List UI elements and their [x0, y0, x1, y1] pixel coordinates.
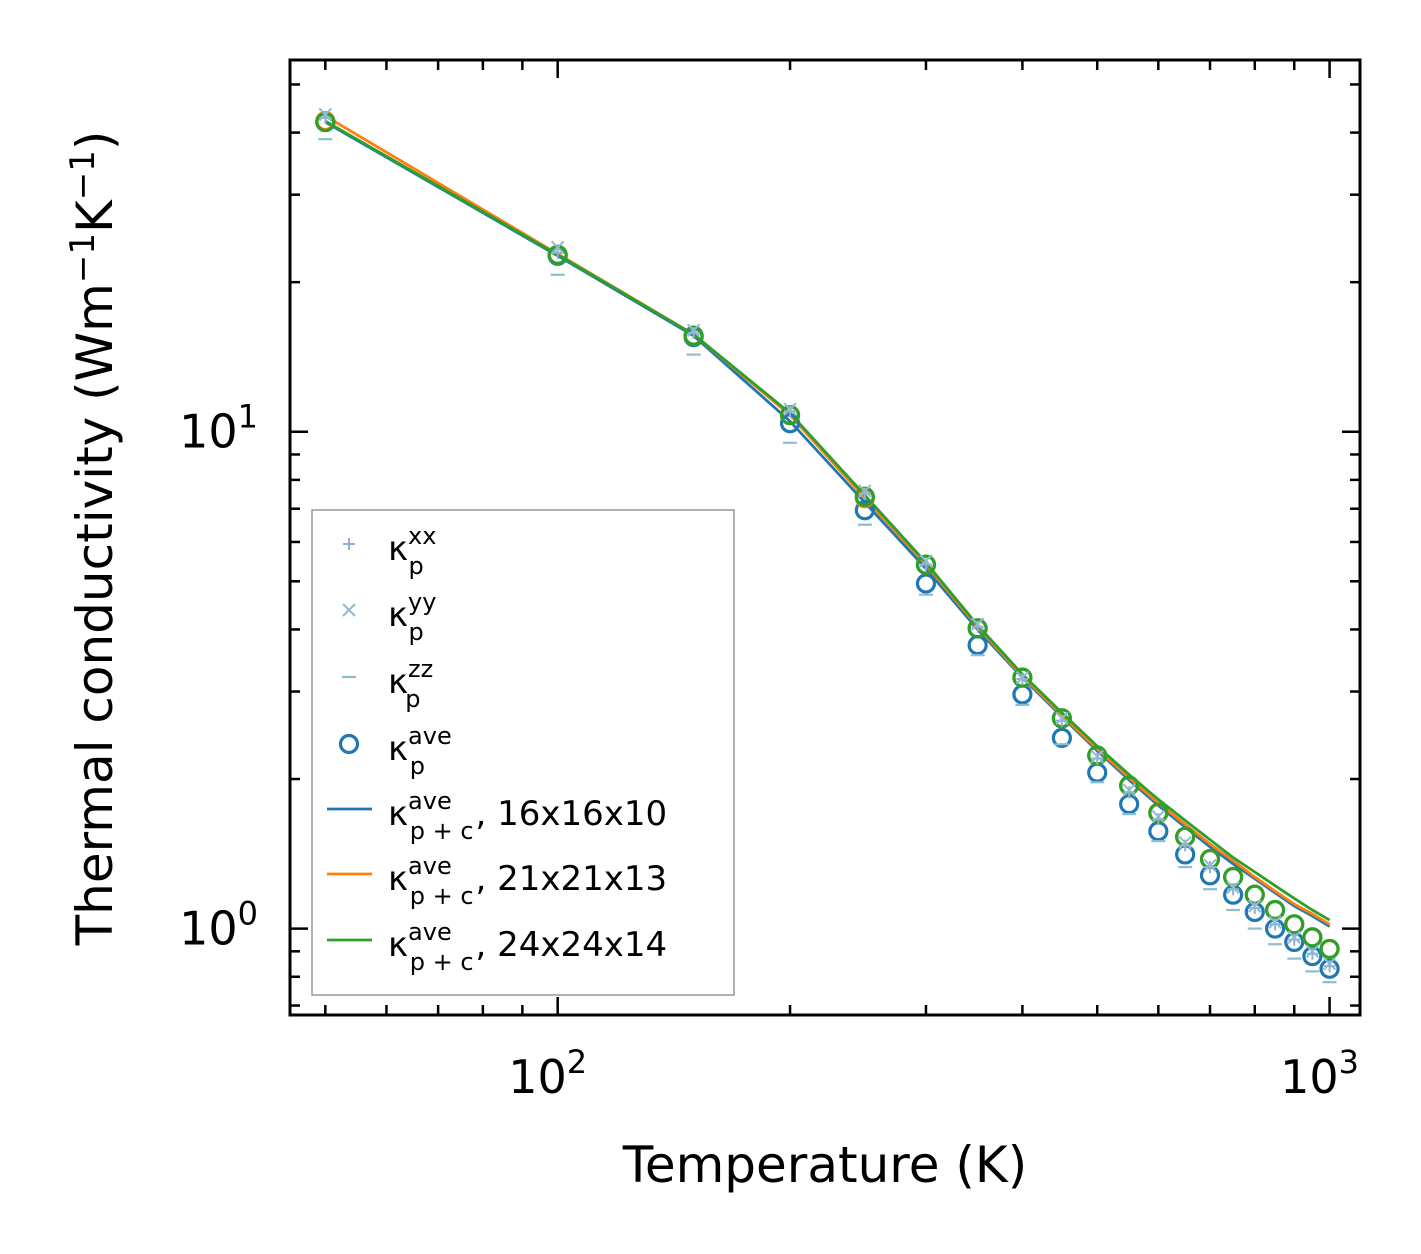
data-point-kp_yy [1305, 944, 1320, 959]
data-point-kp_ave_24 [1223, 866, 1244, 888]
x-axis-label: Temperature (K) [622, 1136, 1027, 1194]
y-axis-label: Thermal conductivity (Wm−1K−1) [63, 131, 124, 947]
series-lines [324, 114, 1331, 928]
data-point-kp_ave_16 [915, 573, 937, 594]
plot-frame [288, 58, 1362, 1017]
data-point-kp_yy [919, 554, 933, 568]
data-point-kp_yy [1287, 930, 1301, 945]
legend-handle-kp_xx [343, 538, 355, 550]
y-axis-label-sup2: −1 [63, 150, 103, 200]
data-point-kp_xx [1288, 933, 1301, 946]
data-point-kp_xx [1152, 813, 1165, 826]
data-point-kp_ave_24 [1284, 914, 1305, 935]
data-point-kp_xx [784, 405, 797, 418]
data-point-kp_yy [1226, 880, 1240, 895]
data-point-kp_yy [686, 323, 701, 338]
data-point-kp_xx [1123, 786, 1136, 799]
legend-label-kpc_21: κave p + c, 21x21x13 [388, 852, 667, 910]
x-tick-label: 102 [508, 1043, 587, 1104]
axis-ticks [290, 60, 1360, 1015]
legend: κxx p κyy p κzz p κave p κave p + c, 16x16x10 κave… [311, 509, 735, 996]
data-point-kp_yy [783, 402, 797, 416]
data-point-kp_yy [318, 107, 333, 122]
data-point-kp_ave_16 [1087, 762, 1108, 783]
data-point-kp_yy [1122, 783, 1136, 797]
data-point-kp_xx [551, 246, 564, 259]
data-point-kp_yy [1178, 835, 1192, 850]
data-point-kp_ave_24 [915, 554, 937, 575]
series-markers [315, 107, 1340, 984]
legend-label-kp_zz: κzz p [388, 655, 433, 713]
legend-handle-kp_yy [342, 603, 356, 617]
series-line-kpc_21 [324, 114, 1331, 926]
legend-label-kp_ave_16: κave p [388, 722, 452, 780]
data-point-kp_ave_24 [1319, 938, 1340, 960]
y-axis-label-main: Thermal conductivity (Wm [66, 283, 124, 946]
y-tick-label: 100 [179, 895, 258, 956]
data-point-kp_yy [1322, 956, 1337, 971]
series-line-kpc_24 [324, 119, 1331, 922]
data-point-kp_ave_16 [1302, 946, 1323, 967]
data-point-kp_yy [1055, 711, 1069, 726]
data-point-kp_yy [1203, 858, 1217, 873]
legend-handle-kp_ave_16 [338, 733, 360, 755]
data-point-kp_yy [1268, 915, 1282, 929]
data-point-kp_xx [1306, 947, 1319, 960]
y-axis-label-end: ) [66, 131, 124, 151]
data-point-kp_ave_24 [1012, 667, 1033, 688]
data-point-kp_ave_24 [967, 618, 988, 639]
data-point-kp_ave_16 [1051, 727, 1072, 748]
data-point-kp_yy [1151, 809, 1166, 824]
data-point-kp_xx [1091, 752, 1104, 765]
data-point-kp_yy [1248, 899, 1262, 913]
y-axis-label-mid: K [66, 199, 124, 233]
data-point-kp_ave_24 [1051, 708, 1072, 729]
x-tick-label: 103 [1280, 1043, 1359, 1104]
data-point-kp_ave_16 [854, 500, 875, 521]
data-point-kp_yy [858, 484, 872, 498]
data-point-kp_ave_16 [1148, 821, 1169, 842]
legend-label-kp_yy: κyy p [388, 588, 436, 646]
tick-labels: 102 103 100 101 [179, 398, 1359, 1104]
legend-label-kp_xx: κxx p [388, 522, 436, 580]
legend-box [311, 509, 735, 996]
data-point-kp_ave_24 [1264, 899, 1286, 921]
data-point-kp_ave_24 [1302, 927, 1323, 948]
data-point-kp_yy [970, 617, 985, 631]
data-point-kp_yy [1015, 670, 1030, 685]
data-point-kp_yy [1090, 749, 1104, 764]
y-tick-label: 101 [179, 398, 258, 459]
data-point-kp_xx [1204, 861, 1217, 874]
data-point-kp_xx [1055, 714, 1068, 727]
series-line-kpc_16 [324, 120, 1331, 928]
data-point-kp_yy [550, 240, 565, 255]
data-point-kp_ave_16 [967, 635, 988, 656]
legend-label-kpc_24: κave p + c, 24x24x14 [388, 918, 667, 976]
data-point-kp_ave_16 [1012, 684, 1033, 705]
legend-label-kpc_16: κave p + c, 16x16x10 [388, 787, 667, 845]
data-point-kp_xx [1323, 960, 1336, 973]
data-point-kp_xx [1269, 918, 1282, 931]
y-axis-label-sup1: −1 [63, 233, 103, 283]
data-point-kp_xx [1248, 902, 1261, 915]
data-point-kp_xx [1227, 883, 1240, 896]
